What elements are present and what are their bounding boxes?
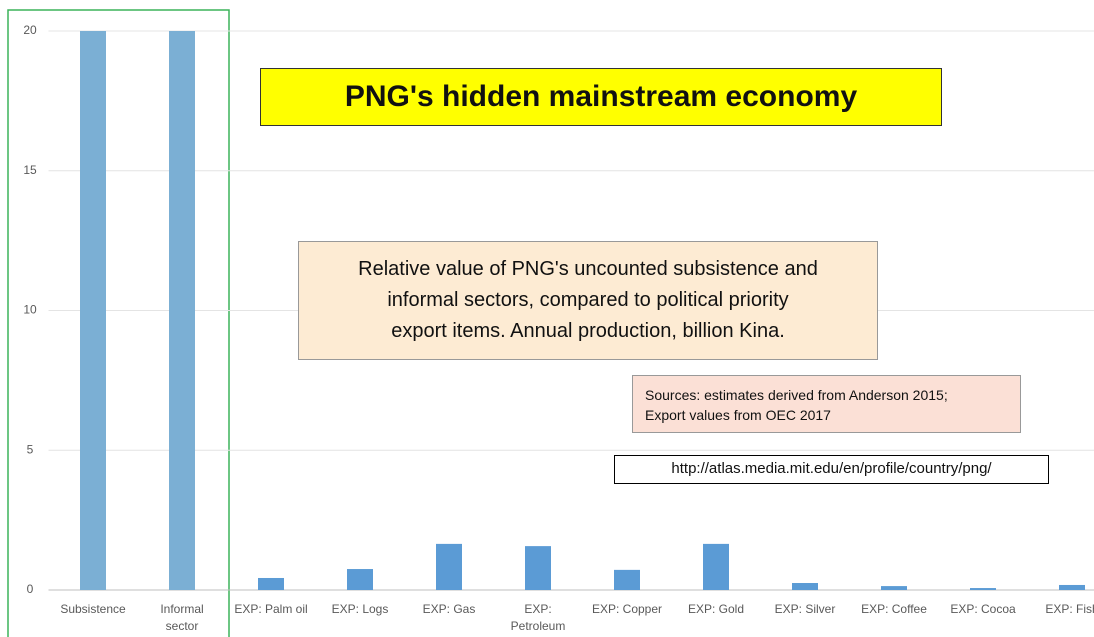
bar	[792, 583, 818, 590]
highlight-frame	[7, 9, 230, 637]
x-tick-label: Subsistence	[60, 602, 126, 616]
y-tick-label: 15	[23, 163, 37, 177]
y-tick-label: 5	[27, 442, 34, 456]
x-tick-label: EXP: Palm oil	[234, 602, 308, 616]
x-tick-label: EXP: Silver	[774, 602, 836, 616]
bar	[258, 577, 284, 590]
bar	[881, 586, 907, 590]
x-tick-label: EXP: Copper	[591, 602, 663, 616]
bar	[436, 543, 462, 590]
bar	[169, 31, 195, 590]
bar	[614, 569, 640, 590]
x-tick-label: EXP: Fish	[1045, 602, 1094, 616]
bar	[347, 569, 373, 590]
x-tick-label: EXP: Cocoa	[950, 602, 1016, 616]
x-tick-label: EXP: Petroleum	[510, 602, 566, 633]
chart-title: PNG's hidden mainstream economy	[260, 68, 942, 126]
y-tick-label: 10	[23, 303, 37, 317]
subtitle: Relative value of PNG's uncounted subsis…	[298, 241, 878, 360]
x-tick-label: EXP: Gas	[422, 602, 476, 616]
x-tick-label: EXP: Logs	[331, 602, 389, 616]
url-note: http://atlas.media.mit.edu/en/profile/co…	[614, 455, 1049, 484]
bar	[970, 588, 996, 590]
x-tick-label: EXP: Coffee	[861, 602, 927, 616]
y-tick-label: 0	[27, 582, 34, 596]
bar	[1059, 584, 1085, 590]
bar	[703, 543, 729, 590]
y-tick-label: 20	[23, 23, 37, 37]
x-tick-label: EXP: Gold	[687, 602, 745, 616]
sources-note: Sources: estimates derived from Anderson…	[632, 375, 1021, 433]
x-tick-label: Informal sector	[160, 602, 204, 633]
bar	[80, 31, 106, 590]
bar	[525, 546, 551, 590]
